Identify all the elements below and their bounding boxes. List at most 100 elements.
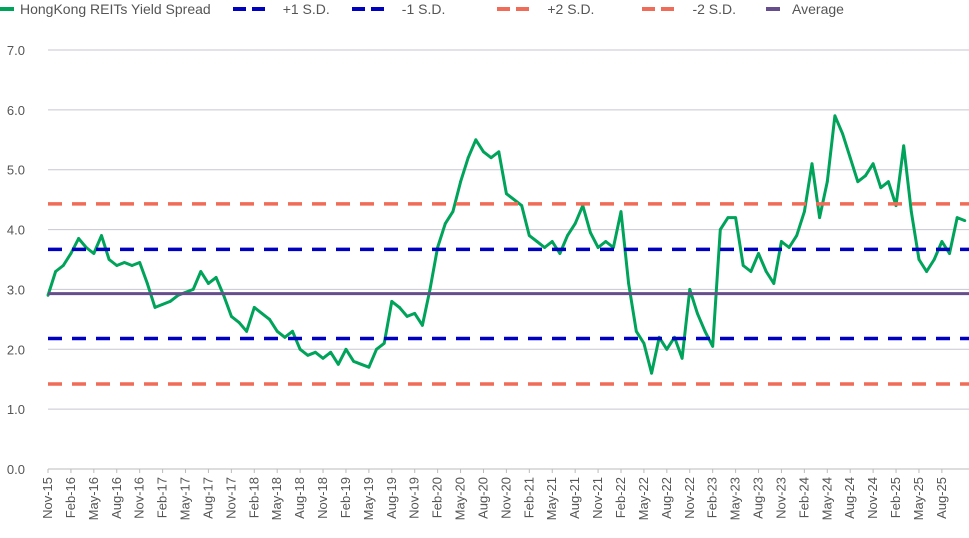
yield-spread-point: [917, 258, 921, 261]
yield-spread-point: [138, 261, 142, 264]
x-tick-label: Nov-24: [865, 477, 880, 519]
yield-spread-point: [596, 246, 600, 249]
x-tick-label: Nov-23: [773, 477, 788, 519]
yield-spread-point: [451, 210, 455, 214]
yield-spread-point: [650, 371, 653, 375]
x-tick-label: Aug-25: [934, 477, 949, 519]
yield-spread-point: [168, 300, 172, 303]
x-tick-label: May-25: [911, 477, 926, 520]
yield-spread-point: [344, 347, 348, 351]
legend-swatch-dashed-blue: [351, 7, 390, 11]
yield-spread-point: [359, 362, 363, 366]
yield-spread-point: [260, 311, 264, 315]
x-tick-label: Nov-15: [40, 477, 55, 519]
x-tick-label: Feb-19: [338, 477, 353, 518]
yield-spread-point: [879, 186, 883, 190]
legend-label: +2 S.D.: [547, 1, 595, 17]
legend-swatch-dashed-red: [642, 7, 680, 11]
yield-spread-point: [145, 282, 149, 285]
yield-spread-point: [627, 282, 631, 285]
yield-spread-point: [237, 320, 241, 324]
yield-spread-point: [734, 216, 737, 220]
legend-swatch-solid-purple: [766, 7, 781, 11]
yield-spread-point: [871, 162, 875, 166]
yield-spread-point: [955, 216, 959, 220]
yield-spread-point: [482, 150, 485, 154]
yield-spread-point: [382, 341, 386, 345]
legend-label: +1 S.D.: [282, 1, 330, 17]
yield-spread-point: [818, 216, 822, 220]
yield-spread-point: [207, 282, 210, 285]
yield-spread-point: [550, 240, 554, 243]
x-tick-label: Aug-19: [384, 477, 399, 519]
legend-item-yield-spread: HongKong REITs Yield Spread: [0, 1, 211, 17]
yield-spread-point: [932, 258, 936, 261]
yield-spread-point: [336, 362, 340, 366]
yield-spread-point: [405, 314, 409, 318]
yield-spread-point: [130, 264, 134, 267]
yield-spread-point: [864, 174, 867, 178]
yield-spread-point: [902, 144, 906, 148]
y-tick-label: 2.0: [7, 342, 25, 357]
legend-item-plus1sd: +1 S.D.: [232, 1, 330, 17]
yield-spread-point: [298, 347, 302, 351]
yield-spread-point: [466, 156, 470, 160]
yield-spread-point: [718, 228, 722, 231]
y-tick-label: 4.0: [7, 223, 25, 238]
yield-spread-point: [390, 300, 394, 303]
yield-spread-point: [352, 359, 355, 363]
x-tick-label: Feb-23: [705, 477, 720, 518]
yield-spread-point: [825, 180, 829, 184]
x-tick-label: Feb-21: [521, 477, 536, 518]
yield-spread-point: [802, 210, 806, 214]
yield-spread-point: [459, 180, 462, 184]
yield-spread-point: [443, 222, 447, 225]
yield-spread-point: [566, 234, 569, 237]
yield-spread-point: [107, 258, 111, 261]
yield-spread-point: [54, 270, 58, 273]
x-tick-label: May-17: [178, 477, 193, 520]
yield-spread-point: [604, 240, 608, 243]
x-tick-label: Nov-22: [682, 477, 697, 519]
yield-spread-point: [963, 219, 967, 222]
yield-spread-point: [642, 341, 646, 345]
x-tick-label: Aug-21: [567, 477, 582, 519]
yield-spread-point: [413, 311, 417, 315]
x-tick-label: May-16: [86, 477, 101, 520]
yield-spread-point: [153, 305, 157, 309]
yield-spread-point: [856, 180, 860, 184]
x-tick-label: May-19: [361, 477, 376, 520]
x-tick-label: May-24: [819, 477, 834, 520]
x-tick-label: Feb-16: [63, 477, 78, 518]
yield-spread-point: [92, 252, 96, 255]
yield-spread-line: [46, 114, 966, 375]
yield-spread-point: [214, 276, 218, 279]
yield-spread-point: [474, 138, 478, 142]
yield-spread-point: [283, 335, 287, 339]
legend-item-minus1sd: -1 S.D.: [351, 1, 445, 17]
yield-spread-point: [489, 156, 493, 160]
x-tick-label: Aug-22: [659, 477, 674, 519]
x-tick-label: Feb-22: [613, 477, 628, 518]
x-tick-label: Aug-24: [842, 477, 857, 519]
x-tick-label: Nov-19: [407, 477, 422, 519]
x-tick-label: Aug-17: [200, 477, 215, 519]
legend-item-plus2sd: +2 S.D.: [497, 1, 594, 17]
yield-spread-point: [367, 365, 371, 369]
yield-spread-point: [841, 132, 844, 136]
yield-spread-point: [527, 234, 531, 237]
yield-spread-point: [703, 329, 707, 333]
yield-spread-point: [833, 114, 837, 118]
x-tick-label: Nov-20: [498, 477, 513, 519]
yield-spread-point: [573, 222, 577, 225]
yield-spread-point: [398, 305, 401, 309]
yield-spread-point: [520, 204, 524, 208]
yield-spread-point: [115, 264, 119, 267]
yield-spread-point: [420, 323, 424, 327]
yield-spread-point: [229, 314, 233, 318]
legend-label: HongKong REITs Yield Spread: [20, 1, 211, 17]
x-tick-label: Aug-16: [109, 477, 124, 519]
x-tick-label: Nov-17: [223, 477, 238, 519]
yield-spread-point: [948, 252, 951, 255]
yield-spread-point: [268, 317, 271, 321]
